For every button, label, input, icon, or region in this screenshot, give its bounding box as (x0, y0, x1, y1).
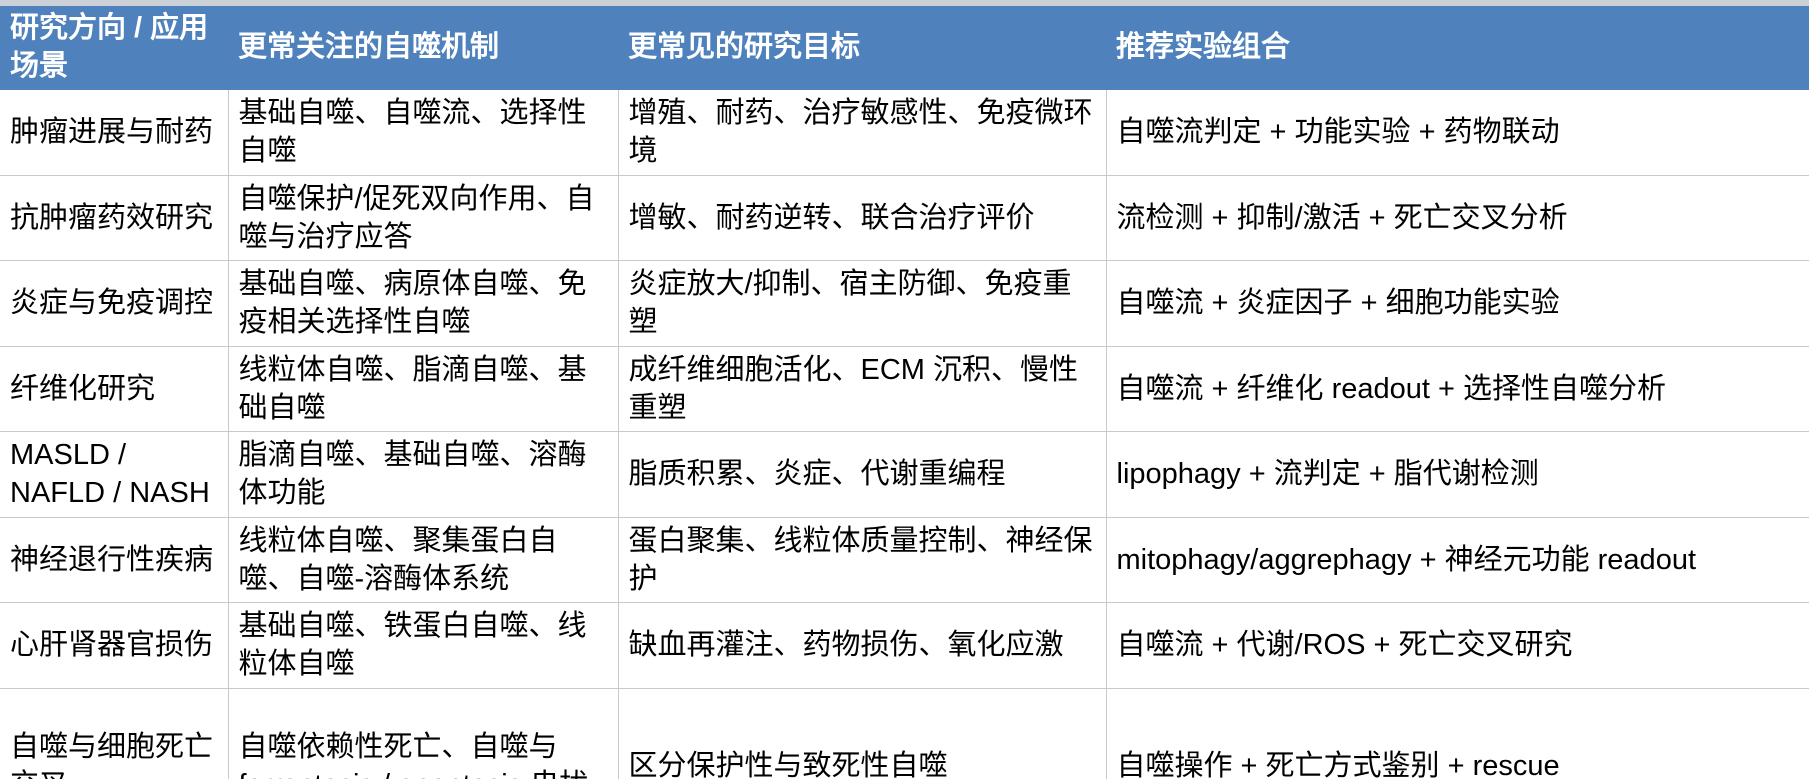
table-header: 研究方向 / 应用场景 更常关注的自噬机制 更常见的研究目标 推荐实验组合 (0, 6, 1809, 90)
column-header-mechanism: 更常关注的自噬机制 (228, 6, 618, 90)
cell-combo: 自噬操作 + 死亡方式鉴别 + rescue (1105, 687, 1809, 779)
cell-mechanism: 基础自噬、铁蛋白自噬、线粒体自噬 (227, 602, 619, 689)
cell-combo: 自噬流 + 纤维化 readout + 选择性自噬分析 (1105, 345, 1809, 433)
cell-direction: 肿瘤进展与耐药 (0, 90, 229, 176)
table-row: 心肝肾器官损伤 基础自噬、铁蛋白自噬、线粒体自噬 缺血再灌注、药物损伤、氧化应激… (0, 602, 1809, 689)
table-row: 神经退行性疾病 线粒体自噬、聚集蛋白自噬、自噬-溶酶体系统 蛋白聚集、线粒体质量… (0, 516, 1809, 604)
cell-mechanism: 线粒体自噬、聚集蛋白自噬、自噬-溶酶体系统 (227, 516, 619, 604)
table-row: MASLD / NAFLD / NASH 脂滴自噬、基础自噬、溶酶体功能 脂质积… (0, 431, 1809, 518)
cell-targets: 成纤维细胞活化、ECM 沉积、慢性重塑 (617, 345, 1107, 433)
cell-combo: 自噬流 + 代谢/ROS + 死亡交叉研究 (1105, 602, 1809, 689)
cell-combo: lipophagy + 流判定 + 脂代谢检测 (1105, 431, 1809, 518)
cell-direction: 心肝肾器官损伤 (0, 602, 229, 689)
cell-mechanism: 脂滴自噬、基础自噬、溶酶体功能 (227, 431, 619, 518)
cell-combo: mitophagy/aggrephagy + 神经元功能 readout (1105, 516, 1809, 604)
cell-targets: 炎症放大/抑制、宿主防御、免疫重塑 (617, 260, 1107, 347)
cell-targets: 脂质积累、炎症、代谢重编程 (617, 431, 1107, 518)
cell-direction: 炎症与免疫调控 (0, 260, 229, 347)
cell-targets: 增敏、耐药逆转、联合治疗评价 (617, 174, 1107, 262)
table-row: 炎症与免疫调控 基础自噬、病原体自噬、免疫相关选择性自噬 炎症放大/抑制、宿主防… (0, 260, 1809, 347)
table-row: 自噬与细胞死亡交叉 自噬依赖性死亡、自噬与 ferroptosis / apop… (0, 687, 1809, 779)
cell-mechanism: 基础自噬、自噬流、选择性自噬 (227, 90, 619, 176)
cell-mechanism: 自噬保护/促死双向作用、自噬与治疗应答 (227, 174, 619, 262)
top-strip (0, 0, 1809, 6)
cell-combo: 自噬流判定 + 功能实验 + 药物联动 (1105, 90, 1809, 176)
cell-targets: 缺血再灌注、药物损伤、氧化应激 (617, 602, 1107, 689)
cell-combo: 流检测 + 抑制/激活 + 死亡交叉分析 (1105, 174, 1809, 262)
cell-combo: 自噬流 + 炎症因子 + 细胞功能实验 (1105, 260, 1809, 347)
cell-direction: MASLD / NAFLD / NASH (0, 431, 229, 518)
cell-direction: 神经退行性疾病 (0, 516, 229, 604)
table-row: 纤维化研究 线粒体自噬、脂滴自噬、基础自噬 成纤维细胞活化、ECM 沉积、慢性重… (0, 345, 1809, 433)
table-row: 肿瘤进展与耐药 基础自噬、自噬流、选择性自噬 增殖、耐药、治疗敏感性、免疫微环境… (0, 90, 1809, 176)
cell-targets: 区分保护性与致死性自噬 (617, 687, 1107, 779)
cell-direction: 纤维化研究 (0, 345, 229, 433)
cell-targets: 蛋白聚集、线粒体质量控制、神经保护 (617, 516, 1107, 604)
cell-direction: 抗肿瘤药效研究 (0, 174, 229, 262)
cell-direction: 自噬与细胞死亡交叉 (0, 687, 229, 779)
autophagy-research-table: 研究方向 / 应用场景 更常关注的自噬机制 更常见的研究目标 推荐实验组合 肿瘤… (0, 6, 1809, 779)
column-header-combo: 推荐实验组合 (1106, 6, 1809, 90)
cell-mechanism: 基础自噬、病原体自噬、免疫相关选择性自噬 (227, 260, 619, 347)
cell-mechanism: 线粒体自噬、脂滴自噬、基础自噬 (227, 345, 619, 433)
table-row: 抗肿瘤药效研究 自噬保护/促死双向作用、自噬与治疗应答 增敏、耐药逆转、联合治疗… (0, 174, 1809, 262)
column-header-direction: 研究方向 / 应用场景 (0, 6, 228, 90)
table-body: 肿瘤进展与耐药 基础自噬、自噬流、选择性自噬 增殖、耐药、治疗敏感性、免疫微环境… (0, 90, 1809, 779)
header-row: 研究方向 / 应用场景 更常关注的自噬机制 更常见的研究目标 推荐实验组合 (0, 6, 1809, 90)
cell-mechanism: 自噬依赖性死亡、自噬与 ferroptosis / apoptosis 串扰 (227, 687, 619, 779)
cell-targets: 增殖、耐药、治疗敏感性、免疫微环境 (617, 90, 1107, 176)
column-header-targets: 更常见的研究目标 (618, 6, 1106, 90)
